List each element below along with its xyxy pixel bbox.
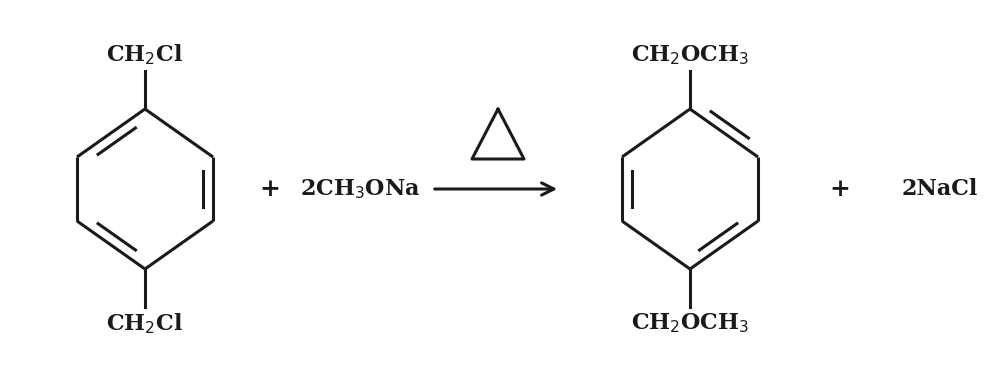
Text: 2CH$_3$ONa: 2CH$_3$ONa (300, 177, 420, 201)
Text: CH$_2$Cl: CH$_2$Cl (106, 42, 184, 67)
Text: CH$_2$Cl: CH$_2$Cl (106, 311, 184, 336)
Text: +: + (260, 177, 280, 201)
Text: +: + (830, 177, 850, 201)
Text: CH$_2$OCH$_3$: CH$_2$OCH$_3$ (631, 311, 749, 335)
Text: CH$_2$OCH$_3$: CH$_2$OCH$_3$ (631, 43, 749, 67)
Text: 2NaCl: 2NaCl (902, 178, 978, 200)
